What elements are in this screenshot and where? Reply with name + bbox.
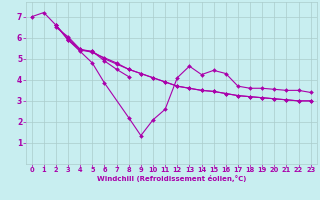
X-axis label: Windchill (Refroidissement éolien,°C): Windchill (Refroidissement éolien,°C) [97,175,246,182]
